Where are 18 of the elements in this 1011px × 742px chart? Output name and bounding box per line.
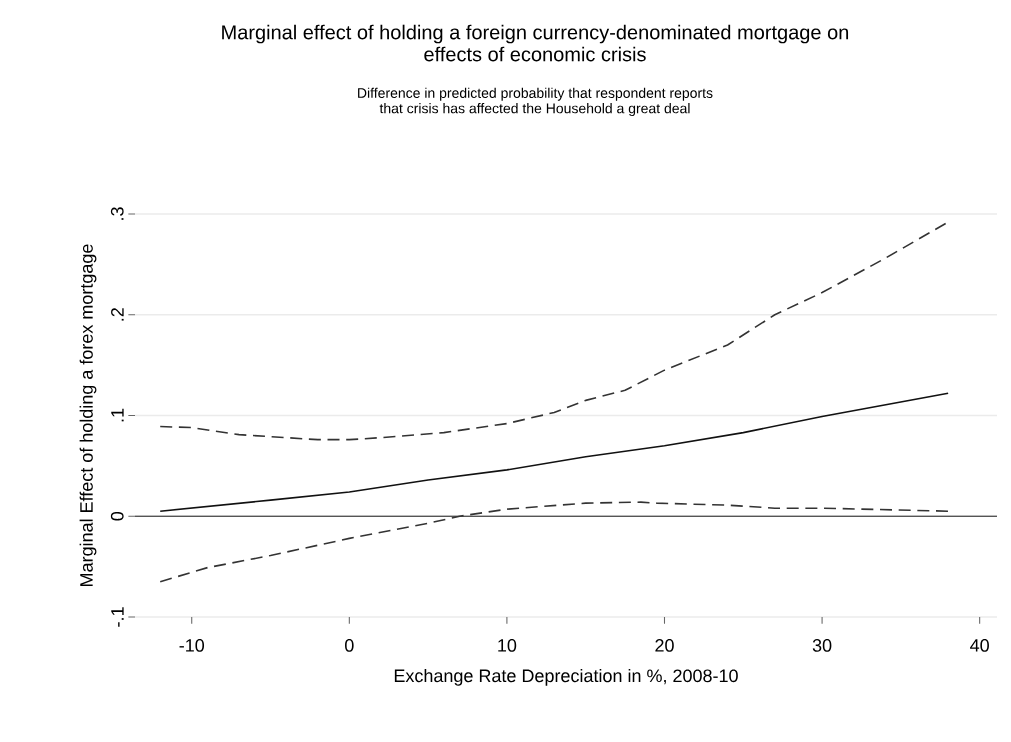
y-tick-label: .3 (110, 207, 124, 220)
chart-subtitle: Difference in predicted probability that respondent reports that crisis has affected the Household a great deal (358, 87, 713, 117)
y-tick-label: .1 (111, 408, 124, 422)
x-tick-label: 20 (655, 639, 674, 652)
chart-title: Marginal effect of holding a foreign currency-denominated mortgage on effects of economic crisis (222, 24, 849, 62)
x-tick-label: 10 (498, 639, 517, 652)
x-tick-label: 0 (345, 639, 354, 652)
line-series (159, 221, 949, 441)
x-tick-label: 30 (812, 639, 832, 652)
x-tick-label: 40 (970, 639, 989, 652)
x-tick-label: -10 (179, 639, 205, 652)
y-axis-title: Marginal Effect of holding a forex mortgage (79, 244, 97, 586)
line-series (159, 392, 949, 512)
x-axis-title: Exchange Rate Depreciation in %, 2008-10 (394, 668, 738, 686)
y-tick-label: -.1 (111, 607, 124, 627)
line-series (159, 501, 949, 583)
y-tick-label: 0 (110, 511, 124, 521)
y-tick-label: .2 (111, 308, 124, 321)
